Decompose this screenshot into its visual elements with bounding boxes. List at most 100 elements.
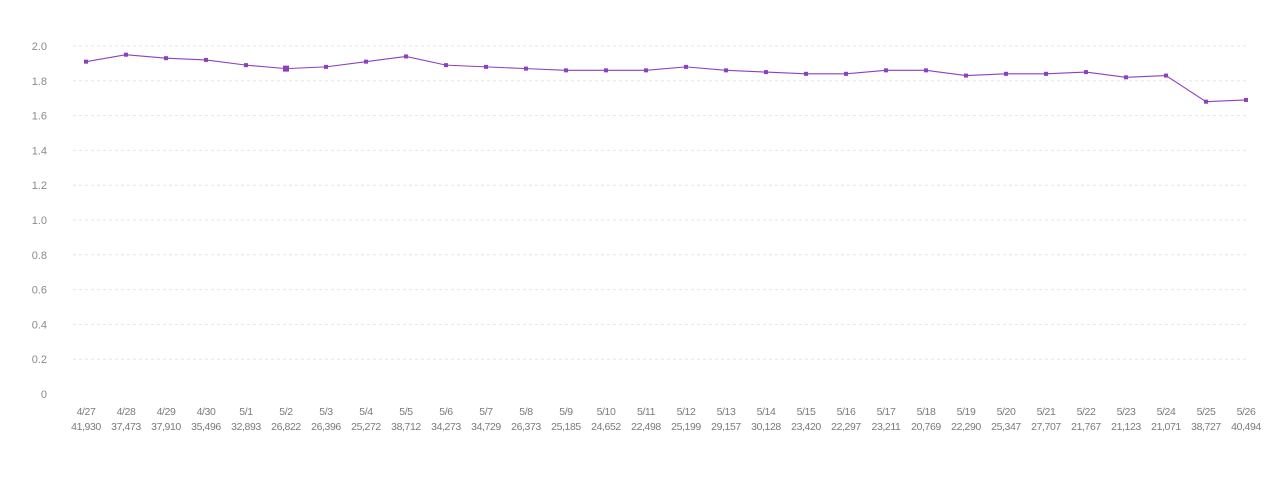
data-point[interactable] [84, 59, 88, 64]
data-point[interactable] [724, 68, 728, 73]
x-tick-label: 5/26 [1237, 406, 1256, 418]
y-tick-label: 0.2 [32, 354, 47, 366]
data-point[interactable] [324, 64, 328, 69]
y-tick-label: 1.2 [32, 180, 47, 192]
data-point[interactable] [204, 57, 208, 62]
x-tick-label: 5/15 [797, 406, 816, 418]
x-tick-label: 5/3 [319, 406, 333, 418]
x-tick-sublabel: 25,347 [991, 421, 1021, 433]
data-point[interactable] [964, 73, 968, 78]
x-tick-label: 5/12 [677, 406, 696, 418]
x-tick-label: 4/30 [197, 406, 216, 418]
data-point[interactable] [564, 68, 568, 73]
x-tick-sublabel: 26,822 [271, 421, 301, 433]
x-tick-label: 4/27 [77, 406, 96, 418]
y-tick-label: 1.0 [32, 215, 47, 227]
data-point[interactable] [484, 64, 488, 69]
x-tick-label: 5/10 [597, 406, 616, 418]
x-tick-sublabel: 21,071 [1151, 421, 1181, 433]
x-tick-label: 5/1 [239, 406, 253, 418]
data-point[interactable] [404, 54, 408, 59]
x-tick-sublabel: 22,498 [631, 421, 661, 433]
x-tick-sublabel: 30,128 [751, 421, 781, 433]
x-tick-label: 5/16 [837, 406, 856, 418]
x-tick-label: 4/29 [157, 406, 176, 418]
data-point[interactable] [884, 68, 888, 73]
x-tick-sublabel: 25,185 [551, 421, 581, 433]
y-tick-label: 0 [41, 389, 47, 401]
x-tick-sublabel: 24,652 [591, 421, 621, 433]
x-tick-sublabel: 21,123 [1111, 421, 1141, 433]
x-tick-sublabel: 38,712 [391, 421, 421, 433]
x-tick-sublabel: 26,373 [511, 421, 541, 433]
x-tick-label: 5/23 [1117, 406, 1136, 418]
x-tick-sublabel: 21,767 [1071, 421, 1101, 433]
data-point[interactable] [1124, 75, 1128, 80]
data-point[interactable] [1204, 99, 1208, 104]
data-point[interactable] [1004, 71, 1008, 76]
x-tick-sublabel: 27,707 [1031, 421, 1061, 433]
series-layer [84, 52, 1248, 104]
data-point[interactable] [644, 68, 648, 73]
x-tick-sublabel: 41,930 [71, 421, 101, 433]
data-point-highlighted[interactable] [283, 65, 289, 72]
data-point[interactable] [124, 52, 128, 57]
data-point[interactable] [1084, 70, 1088, 75]
x-tick-sublabel: 37,910 [151, 421, 181, 433]
x-axis-ticks: 4/27 41,930 4/28 37,473 4/29 37,910 4/30 35,496… [71, 406, 1262, 433]
x-tick-sublabel: 23,211 [872, 421, 901, 433]
data-point[interactable] [1244, 97, 1248, 102]
x-tick-sublabel: 40,494 [1231, 421, 1261, 433]
data-point[interactable] [244, 63, 248, 68]
x-tick-sublabel: 38,727 [1191, 421, 1221, 433]
x-tick-sublabel: 29,157 [711, 421, 741, 433]
y-tick-label: 1.8 [32, 76, 47, 88]
x-tick-label: 5/22 [1077, 406, 1096, 418]
x-tick-label: 5/14 [757, 406, 776, 418]
data-point[interactable] [684, 64, 688, 69]
x-tick-sublabel: 22,297 [831, 421, 861, 433]
x-tick-label: 5/19 [957, 406, 976, 418]
x-tick-sublabel: 20,769 [911, 421, 941, 433]
y-tick-label: 1.6 [32, 111, 47, 123]
x-tick-sublabel: 26,396 [311, 421, 341, 433]
series-line [85, 54, 1247, 103]
data-point[interactable] [604, 68, 608, 73]
x-tick-label: 5/6 [439, 406, 453, 418]
data-point[interactable] [364, 59, 368, 64]
x-tick-label: 5/25 [1197, 406, 1216, 418]
y-tick-label: 1.4 [32, 145, 47, 157]
grid-lines [73, 45, 1247, 360]
x-tick-label: 5/7 [479, 406, 493, 418]
x-tick-sublabel: 32,893 [231, 421, 261, 433]
y-tick-label: 0.4 [32, 319, 47, 331]
data-point[interactable] [844, 71, 848, 76]
y-tick-label: 0.6 [32, 285, 47, 297]
x-tick-label: 5/5 [399, 406, 413, 418]
x-tick-label: 5/11 [637, 406, 656, 418]
data-point[interactable] [1044, 71, 1048, 76]
x-tick-label: 5/8 [519, 406, 533, 418]
x-tick-sublabel: 23,420 [791, 421, 821, 433]
data-point[interactable] [524, 66, 528, 71]
x-tick-label: 4/28 [117, 406, 136, 418]
x-tick-sublabel: 34,273 [431, 421, 461, 433]
x-tick-label: 5/2 [279, 406, 293, 418]
x-tick-sublabel: 25,272 [351, 421, 381, 433]
data-point[interactable] [1164, 73, 1168, 78]
y-axis-ticks: 0 0.2 0.4 0.6 0.8 1.0 1.2 1.4 1.6 1.8 2.0 [32, 41, 47, 401]
x-tick-sublabel: 34,729 [471, 421, 501, 433]
data-point[interactable] [764, 70, 768, 75]
x-tick-sublabel: 25,199 [671, 421, 701, 433]
data-point[interactable] [164, 56, 168, 61]
data-point[interactable] [444, 63, 448, 68]
data-point[interactable] [924, 68, 928, 73]
x-tick-label: 5/20 [997, 406, 1016, 418]
x-tick-label: 5/24 [1157, 406, 1176, 418]
data-point[interactable] [804, 71, 808, 76]
y-tick-label: 0.8 [32, 250, 47, 262]
y-tick-label: 2.0 [32, 41, 47, 53]
x-tick-label: 5/13 [717, 406, 736, 418]
x-tick-label: 5/9 [559, 406, 573, 418]
